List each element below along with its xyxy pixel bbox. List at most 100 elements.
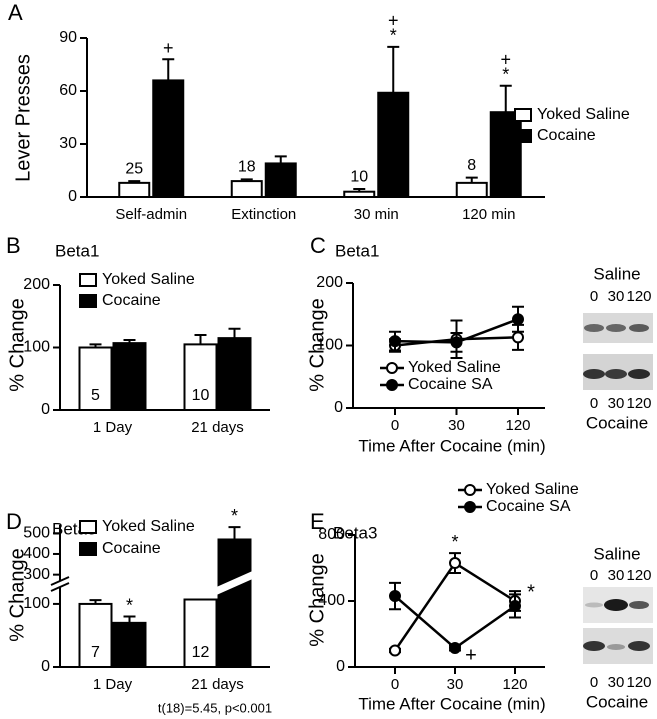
panel-letter: C [310, 233, 326, 258]
annotation: * [527, 581, 535, 603]
bar [183, 343, 218, 411]
axis-break [216, 571, 253, 595]
error-bar [194, 334, 207, 345]
y-tick-label: 100 [23, 595, 50, 612]
lane-label: 120 [626, 395, 651, 412]
n-label: 25 [125, 160, 143, 177]
annotation: * [451, 532, 458, 552]
legend-label: Yoked Saline [102, 518, 195, 535]
x-tick-label: Extinction [231, 206, 296, 223]
legend-swatch [514, 129, 532, 143]
bar [455, 181, 488, 199]
bar [152, 79, 185, 198]
bar [118, 181, 151, 199]
axis-break [51, 577, 69, 591]
n-label: 10 [350, 168, 368, 185]
y-tick-label: 400 [23, 545, 50, 562]
y-axis-label: % Change [6, 548, 28, 641]
bar [112, 342, 147, 411]
note: t(18)=5.45, p<0.001 [158, 700, 272, 715]
lane-label: 0 [590, 674, 598, 691]
point [389, 590, 401, 603]
legend-swatch [79, 273, 97, 287]
n-label: 8 [230, 644, 239, 661]
y-tick-label: 200 [316, 274, 343, 291]
lane-label: 30 [608, 674, 625, 691]
bar [264, 162, 297, 198]
point [512, 331, 524, 344]
x-tick-label: 0 [391, 417, 399, 434]
error-bar [123, 615, 136, 623]
blot-label: Cocaine [586, 692, 648, 711]
x-tick-label: 1 Day [93, 676, 133, 693]
bar [343, 190, 376, 198]
point [512, 313, 524, 326]
error-bar [228, 526, 241, 540]
n-label: 5 [91, 387, 100, 404]
lane-label: 0 [590, 288, 598, 305]
y-tick-label: 0 [41, 401, 50, 418]
legend-label: Cocaine SA [486, 498, 571, 515]
lane-label: 120 [626, 288, 651, 305]
y-tick-label: 100 [316, 337, 343, 354]
y-tick-label: 800 [318, 526, 345, 543]
x-tick-label: 120 [502, 676, 527, 693]
point [389, 644, 401, 657]
error-bar [274, 155, 287, 164]
n-label: 10 [192, 387, 210, 404]
point [449, 557, 461, 570]
y-tick-label: 30 [59, 135, 77, 152]
panel-letter: A [8, 0, 23, 25]
y-tick-label: 90 [59, 29, 77, 46]
error-bar [228, 327, 241, 339]
y-tick-label: 0 [334, 399, 343, 416]
legend-marker [386, 379, 398, 391]
x-tick-label: 120 [505, 417, 530, 434]
y-tick-label: 500 [23, 524, 50, 541]
x-axis-label: Time After Cocaine (min) [358, 694, 545, 713]
n-label: 6 [125, 644, 134, 661]
y-axis-label: Lever Presses [12, 54, 34, 182]
point [389, 335, 401, 348]
annotation: * [502, 64, 509, 84]
legend-label: Yoked Saline [408, 359, 501, 376]
n-label: 8 [230, 387, 239, 404]
legend-marker [464, 484, 476, 496]
legend-label: Cocaine [102, 540, 161, 557]
lane-label: 30 [608, 288, 625, 305]
x-axis-label: Time After Cocaine (min) [358, 436, 545, 455]
annotation: * [390, 26, 397, 46]
bar [230, 180, 263, 199]
n-label: 7 [91, 644, 100, 661]
x-tick-label: 30 [447, 676, 464, 693]
point [450, 336, 463, 349]
y-tick-label: 0 [336, 658, 345, 675]
lane-label: 0 [590, 395, 598, 412]
lane-label: 120 [626, 674, 651, 691]
bar [217, 538, 252, 669]
n-label: 8 [501, 174, 510, 191]
x-tick-label: 21 days [191, 676, 244, 693]
n-label: 17 [272, 174, 290, 191]
blot-image [583, 313, 653, 390]
chart-title: Beta3 [333, 523, 377, 542]
chart-title: Beta1 [335, 241, 379, 260]
n-label: 23 [159, 174, 177, 191]
legend-label: Yoked Saline [537, 106, 630, 123]
y-axis-label: % Change [306, 553, 328, 646]
blot-image [583, 587, 653, 664]
bar [183, 598, 218, 668]
bar [112, 621, 147, 668]
lane-label: 30 [608, 395, 625, 412]
axis-break [50, 576, 70, 592]
annotation: + [163, 38, 174, 58]
y-tick-label: 0 [68, 188, 77, 205]
chart-title: Beta1 [55, 241, 99, 260]
legend-label: Yoked Saline [486, 481, 579, 498]
blot-label: Saline [593, 264, 640, 283]
point [449, 642, 461, 655]
legend-marker [386, 362, 398, 374]
annotation: * [126, 595, 133, 615]
x-tick-label: Self-admin [115, 206, 187, 223]
